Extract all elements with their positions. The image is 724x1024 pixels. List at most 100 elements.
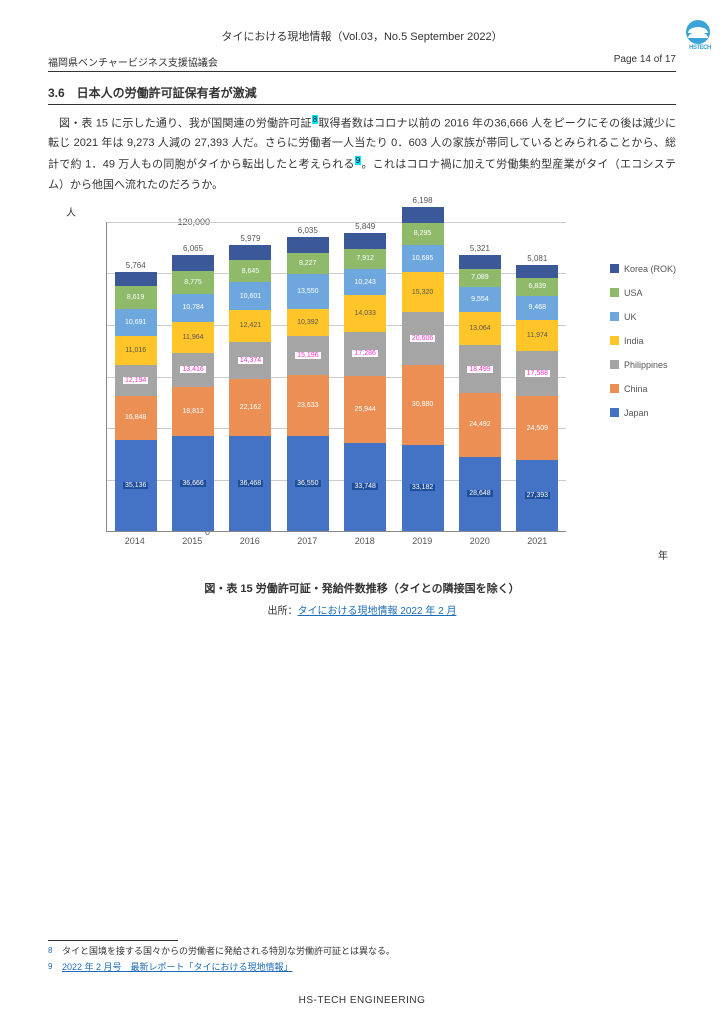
bar-segment-philippines: 14,374 xyxy=(229,342,271,379)
footnote-number: 9 xyxy=(48,961,62,975)
footnote-text: タイと国境を接する国々からの労働者に発給される特別な労働許可証とは異なる。 xyxy=(62,945,395,959)
bar-segment-korearok: 5,849 xyxy=(344,233,386,248)
footnote-row: 92022 年 2 月号 最新レポート「タイにおける現地情報」 xyxy=(48,961,676,975)
bar-segment-korearok: 6,035 xyxy=(287,237,329,253)
legend-swatch xyxy=(610,336,619,345)
bar-segment-china: 23,633 xyxy=(287,375,329,436)
brand-logo: HSTECH xyxy=(686,20,714,48)
bar-segment-india: 11,016 xyxy=(115,336,157,364)
legend-item: Japan xyxy=(610,408,676,418)
bar-segment-china: 30,880 xyxy=(402,365,444,445)
bar-segment-philippines: 18,499 xyxy=(459,345,501,393)
legend-item: USA xyxy=(610,288,676,298)
chart-caption: 図・表 15 労働許可証・発給件数推移（タイとの隣接国を除く） xyxy=(48,580,676,596)
legend-item: Philippines xyxy=(610,360,676,370)
bar-segment-uk: 10,691 xyxy=(115,309,157,337)
bar-segment-usa: 8,619 xyxy=(115,286,157,308)
bar-segment-uk: 9,554 xyxy=(459,287,501,312)
bar-segment-china: 24,492 xyxy=(459,393,501,456)
x-tick: 2017 xyxy=(286,536,328,546)
bar-column: 33,74825,94417,28614,03310,2437,9125,849 xyxy=(344,233,386,530)
bar-segment-india: 10,392 xyxy=(287,309,329,336)
bar-column: 28,64824,49218,49913,0649,5547,0895,321 xyxy=(459,255,501,531)
bar-column: 36,46822,16214,37412,42110,6018,6455,979 xyxy=(229,245,271,531)
bar-segment-india: 13,064 xyxy=(459,312,501,346)
x-tick: 2019 xyxy=(401,536,443,546)
footnote-ref-8[interactable]: 8 xyxy=(312,115,318,124)
legend-swatch xyxy=(610,408,619,417)
chart-source-link[interactable]: タイにおける現地情報 2022 年 2 月 xyxy=(298,606,457,617)
bar-segment-china: 16,848 xyxy=(115,396,157,440)
legend-label: UK xyxy=(624,312,637,322)
bar-segment-philippines: 12,194 xyxy=(115,365,157,397)
bar-segment-india: 11,974 xyxy=(516,320,558,351)
bar-column: 36,66618,81213,41611,96410,7848,7756,065 xyxy=(172,255,214,530)
x-tick: 2014 xyxy=(114,536,156,546)
bar-segment-usa: 8,227 xyxy=(287,253,329,274)
bar-segment-philippines: 15,196 xyxy=(287,336,329,375)
legend-label: Korea (ROK) xyxy=(624,264,676,274)
legend-item: China xyxy=(610,384,676,394)
bar-column: 33,18230,88020,60615,32010,6858,2956,198 xyxy=(402,207,444,530)
legend-label: India xyxy=(624,336,644,346)
legend-swatch xyxy=(610,312,619,321)
section-heading: 3.6 日本人の労働許可証保有者が激減 xyxy=(48,84,676,105)
y-axis-label: 人 xyxy=(66,204,76,219)
bar-segment-india: 12,421 xyxy=(229,310,271,342)
bar-segment-india: 14,033 xyxy=(344,295,386,331)
bar-segment-japan: 27,393 xyxy=(516,460,558,531)
chart-plot: 35,13616,84812,19411,01610,6918,6195,764… xyxy=(106,222,566,532)
bar-segment-india: 15,320 xyxy=(402,272,444,312)
x-ticks: 2014 2015 2016 2017 2018 2019 2020 2021 xyxy=(106,536,566,546)
bar-segment-usa: 8,775 xyxy=(172,271,214,294)
x-axis-label: 年 xyxy=(658,547,668,562)
doc-title: タイにおける現地情報（Vol.03，No.5 September 2022） xyxy=(48,28,676,44)
header-row: 福岡県ベンチャービジネス支援協議会 Page 14 of 17 xyxy=(48,54,676,72)
x-tick: 2020 xyxy=(459,536,501,546)
bar-segment-china: 18,812 xyxy=(172,387,214,436)
footnote-ref-9[interactable]: 9 xyxy=(355,156,361,165)
bar-segment-korearok: 6,065 xyxy=(172,255,214,271)
chart-legend: Korea (ROK) USA UK India Philippines China Jap… xyxy=(610,264,676,432)
x-tick: 2015 xyxy=(171,536,213,546)
x-tick: 2018 xyxy=(344,536,386,546)
footnotes: 8タイと国境を接する国々からの労働者に発給される特別な労働許可証とは異なる。92… xyxy=(48,940,676,976)
bar-segment-china: 24,509 xyxy=(516,396,558,459)
x-tick: 2021 xyxy=(516,536,558,546)
bar-segment-china: 25,944 xyxy=(344,376,386,443)
bar-segment-philippines: 20,606 xyxy=(402,312,444,365)
footnote-number: 8 xyxy=(48,945,62,959)
chart-container: 人 年 020,00040,00060,00080,000100,000120,… xyxy=(48,204,676,574)
x-tick: 2016 xyxy=(229,536,271,546)
legend-item: UK xyxy=(610,312,676,322)
bar-column: 27,39324,50917,58811,9749,4686,8395,081 xyxy=(516,265,558,531)
footer-text: HS-TECH ENGINEERING xyxy=(0,995,724,1006)
legend-swatch xyxy=(610,264,619,273)
bar-segment-india: 11,964 xyxy=(172,322,214,353)
bar-segment-japan: 33,182 xyxy=(402,445,444,531)
bar-column: 35,13616,84812,19411,01610,6918,6195,764 xyxy=(115,272,157,531)
legend-label: USA xyxy=(624,288,643,298)
bar-segment-uk: 10,601 xyxy=(229,282,271,309)
bar-segment-korearok: 5,979 xyxy=(229,245,271,260)
body-paragraph: 図・表 15 に示した通り、我が国関連の労働許可証8取得者数はコロナ以前の 20… xyxy=(48,113,676,196)
footnote-link[interactable]: 2022 年 2 月号 最新レポート「タイにおける現地情報」 xyxy=(62,962,293,972)
bar-column: 36,55023,63315,19610,39213,5508,2276,035 xyxy=(287,237,329,530)
chart-source: 出所：タイにおける現地情報 2022 年 2 月 xyxy=(48,602,676,617)
footnote-row: 8タイと国境を接する国々からの労働者に発給される特別な労働許可証とは異なる。 xyxy=(48,945,676,959)
bar-segment-philippines: 13,416 xyxy=(172,353,214,388)
legend-item: India xyxy=(610,336,676,346)
bar-segment-china: 22,162 xyxy=(229,379,271,436)
bar-segment-japan: 35,136 xyxy=(115,440,157,531)
bar-segment-japan: 36,666 xyxy=(172,436,214,531)
legend-label: Japan xyxy=(624,408,649,418)
bar-segment-japan: 28,648 xyxy=(459,457,501,531)
legend-item: Korea (ROK) xyxy=(610,264,676,274)
page-number: Page 14 of 17 xyxy=(614,54,676,69)
bar-segment-uk: 9,468 xyxy=(516,296,558,320)
bar-segment-japan: 33,748 xyxy=(344,443,386,530)
bar-segment-usa: 6,839 xyxy=(516,278,558,296)
org-name: 福岡県ベンチャービジネス支援協議会 xyxy=(48,54,218,69)
bar-segment-usa: 7,912 xyxy=(344,249,386,269)
legend-swatch xyxy=(610,288,619,297)
